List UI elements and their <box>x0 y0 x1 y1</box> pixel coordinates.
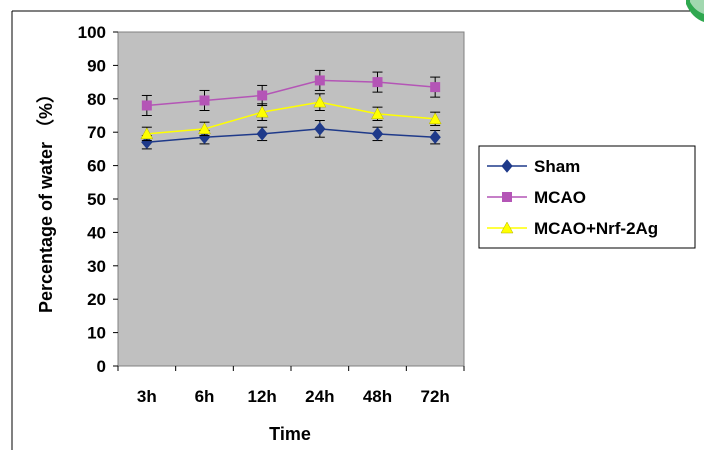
series-mcao <box>141 69 441 116</box>
series-line <box>146 79 436 107</box>
x-axis-label: Time <box>269 424 311 444</box>
corner-badge-highlight-icon <box>690 0 704 14</box>
data-point <box>198 122 211 135</box>
y-tick-label: 0 <box>97 357 106 376</box>
y-axis: 0 10 20 30 40 50 60 70 80 90 100 <box>78 23 118 376</box>
x-tick-label: 48h <box>363 387 392 406</box>
data-point <box>314 122 326 136</box>
y-axis-label: Percentage of water （%） <box>36 85 56 313</box>
data-point <box>371 127 384 141</box>
legend-label: Sham <box>534 157 580 176</box>
data-point <box>430 82 441 93</box>
y-tick-label: 90 <box>87 56 106 75</box>
legend-marker <box>500 221 514 234</box>
data-point <box>429 130 441 144</box>
legend-label: MCAO+Nrf-2Ag <box>534 219 658 238</box>
series-line <box>146 128 436 143</box>
legend-item: Sham <box>487 157 580 176</box>
data-point <box>313 95 327 108</box>
data-point <box>372 77 383 88</box>
y-tick-label: 40 <box>87 223 106 242</box>
data-point <box>140 127 154 140</box>
y-tick-label: 80 <box>87 90 106 109</box>
y-tick-label: 20 <box>87 290 106 309</box>
data-point <box>314 75 325 86</box>
legend-marker <box>502 192 512 202</box>
x-axis: 3h 6h 12h 24h 48h 72h <box>117 366 465 406</box>
x-tick-label: 72h <box>421 387 450 406</box>
y-tick-label: 60 <box>87 157 106 176</box>
data-point <box>256 127 268 141</box>
data-point <box>428 112 442 125</box>
data-point <box>199 95 210 106</box>
x-tick-label: 6h <box>195 387 215 406</box>
series-layer <box>140 69 442 150</box>
x-tick-label: 12h <box>248 387 277 406</box>
data-point <box>255 105 269 118</box>
data-point <box>257 90 268 101</box>
y-tick-label: 70 <box>87 123 106 142</box>
y-tick-label: 50 <box>87 190 106 209</box>
y-tick-label: 30 <box>87 257 106 276</box>
data-point <box>141 100 152 111</box>
legend: Sham MCAO MCAO+Nrf-2Ag <box>478 145 696 249</box>
series-mcao-nrf-2ag <box>140 93 442 142</box>
legend-item: MCAO+Nrf-2Ag <box>487 219 658 238</box>
legend-item: MCAO <box>487 188 586 207</box>
x-tick-label: 24h <box>305 387 334 406</box>
data-point <box>371 107 384 120</box>
legend-marker <box>501 159 513 173</box>
y-tick-label: 10 <box>87 324 106 343</box>
x-tick-label: 3h <box>137 387 157 406</box>
plot-area <box>117 31 465 367</box>
y-tick-label: 100 <box>78 23 106 42</box>
series-line <box>146 101 436 135</box>
legend-label: MCAO <box>534 188 586 207</box>
